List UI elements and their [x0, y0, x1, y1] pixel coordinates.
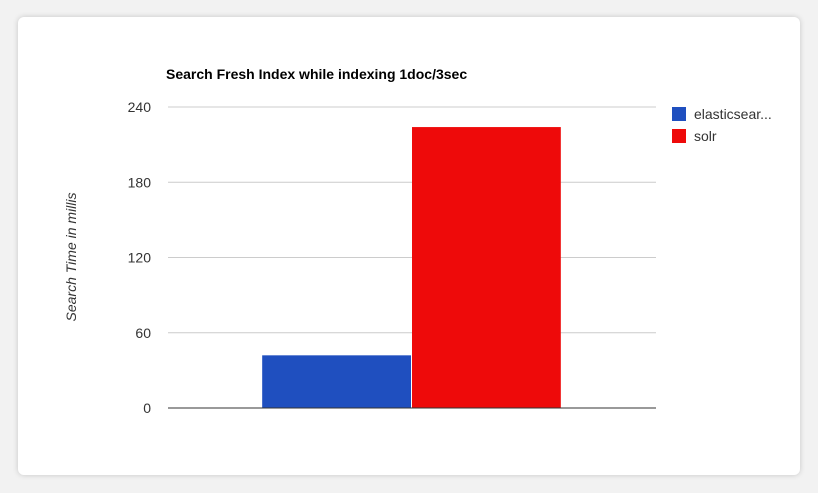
legend-swatch [672, 129, 686, 143]
bar-solr [412, 127, 561, 409]
legend-label: solr [694, 128, 717, 144]
bars [262, 127, 561, 409]
bar-elasticsearch [262, 355, 411, 408]
chart-card: Search Fresh Index while indexing 1doc/3… [18, 17, 800, 475]
chart: Search Fresh Index while indexing 1doc/3… [63, 66, 772, 416]
legend: elasticsear... solr [672, 106, 772, 144]
y-tick-label: 0 [143, 400, 151, 416]
y-tick-label: 240 [128, 99, 152, 115]
y-tick-label: 60 [135, 325, 151, 341]
legend-label: elasticsear... [694, 106, 772, 122]
y-tick-label: 120 [128, 250, 152, 266]
legend-swatch [672, 107, 686, 121]
y-tick-label: 180 [128, 174, 152, 190]
y-tick-labels: 0 60 120 180 240 [128, 99, 152, 416]
y-axis-label: Search Time in millis [63, 192, 79, 321]
chart-title: Search Fresh Index while indexing 1doc/3… [166, 66, 467, 82]
